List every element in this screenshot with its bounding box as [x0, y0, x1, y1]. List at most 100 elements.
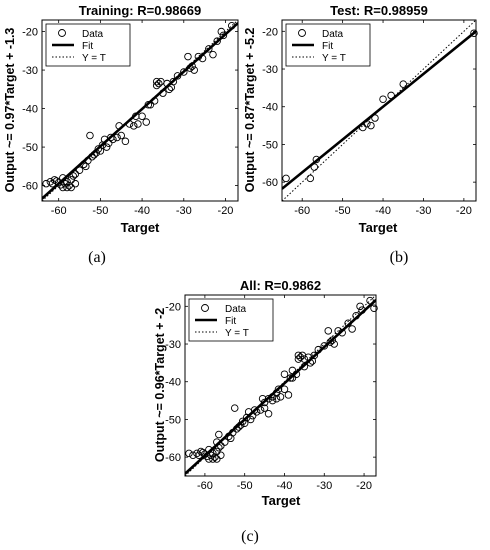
data-point — [358, 306, 366, 314]
data-point — [300, 362, 309, 371]
data-point — [399, 80, 408, 88]
data-point — [213, 37, 221, 45]
data-point — [470, 29, 478, 37]
y-axis-label: Output ~= 0.96*Target + -2 — [153, 308, 167, 462]
data-point — [61, 179, 69, 188]
data-point — [67, 183, 75, 192]
y-tick-label: -40 — [262, 102, 278, 114]
data-point — [276, 393, 285, 401]
data-point — [180, 68, 188, 76]
y-axis-label: Output ~= 0.97*Target + -1.3 — [3, 28, 17, 193]
x-axis-label: Target — [121, 220, 160, 235]
chart-panel-1: -60 -50 -40 -30 -20 -60 -50 -40 -30 -20 Test: R=0.… — [243, 3, 478, 266]
data-point — [334, 327, 342, 335]
x-tick-label: -20 — [456, 205, 472, 217]
data-point — [288, 366, 297, 375]
data-point — [326, 338, 334, 346]
y-tick-label: -40 — [22, 104, 38, 116]
data-point — [264, 410, 273, 418]
data-point — [238, 417, 247, 426]
data-point — [94, 145, 103, 153]
legend-label: Fit — [82, 41, 93, 52]
data-point — [209, 50, 217, 59]
x-tick-label: -40 — [134, 205, 150, 217]
data-point — [169, 77, 178, 86]
data-point — [185, 449, 193, 458]
data-point — [306, 174, 315, 183]
data-point — [225, 432, 233, 441]
data-point — [71, 179, 80, 188]
data-point — [227, 22, 236, 30]
data-point — [113, 133, 121, 142]
data-point — [328, 336, 336, 345]
legend-label: Data — [82, 29, 104, 40]
data-point — [232, 425, 241, 433]
data-point — [359, 123, 367, 132]
legend-label: Fit — [225, 316, 236, 327]
data-point — [52, 177, 61, 185]
data-point — [371, 114, 379, 122]
x-tick-label: -60 — [197, 480, 213, 492]
data-point — [92, 149, 100, 157]
data-point — [292, 370, 301, 378]
data-point — [102, 143, 111, 151]
data-point — [194, 52, 203, 61]
data-point — [288, 374, 297, 382]
plot-frame — [281, 19, 477, 202]
data-point — [189, 451, 197, 460]
data-point — [195, 451, 203, 460]
data-point — [234, 423, 243, 431]
data-point — [67, 176, 75, 184]
y-tick-label: -50 — [165, 414, 181, 426]
data-point — [324, 327, 333, 335]
data-point — [86, 131, 94, 140]
data-point — [217, 451, 225, 460]
y-tick-label: -60 — [165, 452, 181, 464]
legend-label: Data — [322, 29, 344, 40]
legend-marker-data — [58, 29, 66, 37]
legend-label: Y = T — [225, 328, 249, 339]
data-point — [190, 66, 198, 74]
chart-title: Training: R=0.98669 — [79, 3, 201, 18]
data-point — [256, 406, 265, 414]
data-point — [387, 91, 395, 100]
x-axis-label: Target — [262, 493, 301, 508]
data-point — [152, 81, 161, 90]
data-point — [213, 455, 221, 463]
legend-label: Y = T — [82, 53, 106, 64]
data-point — [310, 163, 319, 171]
data-point — [344, 319, 352, 328]
panel-label: (a) — [88, 249, 106, 266]
data-point — [117, 131, 125, 140]
data-point — [63, 183, 71, 192]
data-point — [79, 160, 88, 169]
data-point — [198, 54, 207, 63]
data-point — [312, 155, 321, 164]
y-tick-label: -50 — [262, 139, 278, 151]
x-tick-label: -30 — [176, 205, 192, 217]
data-point — [272, 389, 281, 397]
data-point — [314, 345, 323, 354]
plot-frame — [41, 19, 239, 202]
data-point — [215, 443, 223, 452]
data-point — [320, 342, 329, 350]
panel-label: (c) — [241, 528, 259, 545]
panel-label: (b) — [390, 249, 409, 266]
data-point — [246, 415, 255, 424]
data-point — [217, 27, 226, 36]
y-tick-label: -20 — [262, 26, 278, 38]
data-point — [356, 302, 364, 311]
x-tick-label: -40 — [277, 480, 293, 492]
data-point — [209, 449, 217, 458]
data-point — [188, 62, 196, 70]
data-point — [310, 351, 319, 360]
data-point — [366, 296, 374, 305]
data-point — [296, 353, 305, 361]
x-axis-label: Target — [359, 220, 398, 235]
data-point — [272, 394, 281, 403]
legend-label: Y = T — [322, 53, 346, 64]
fit-line — [42, 22, 238, 200]
